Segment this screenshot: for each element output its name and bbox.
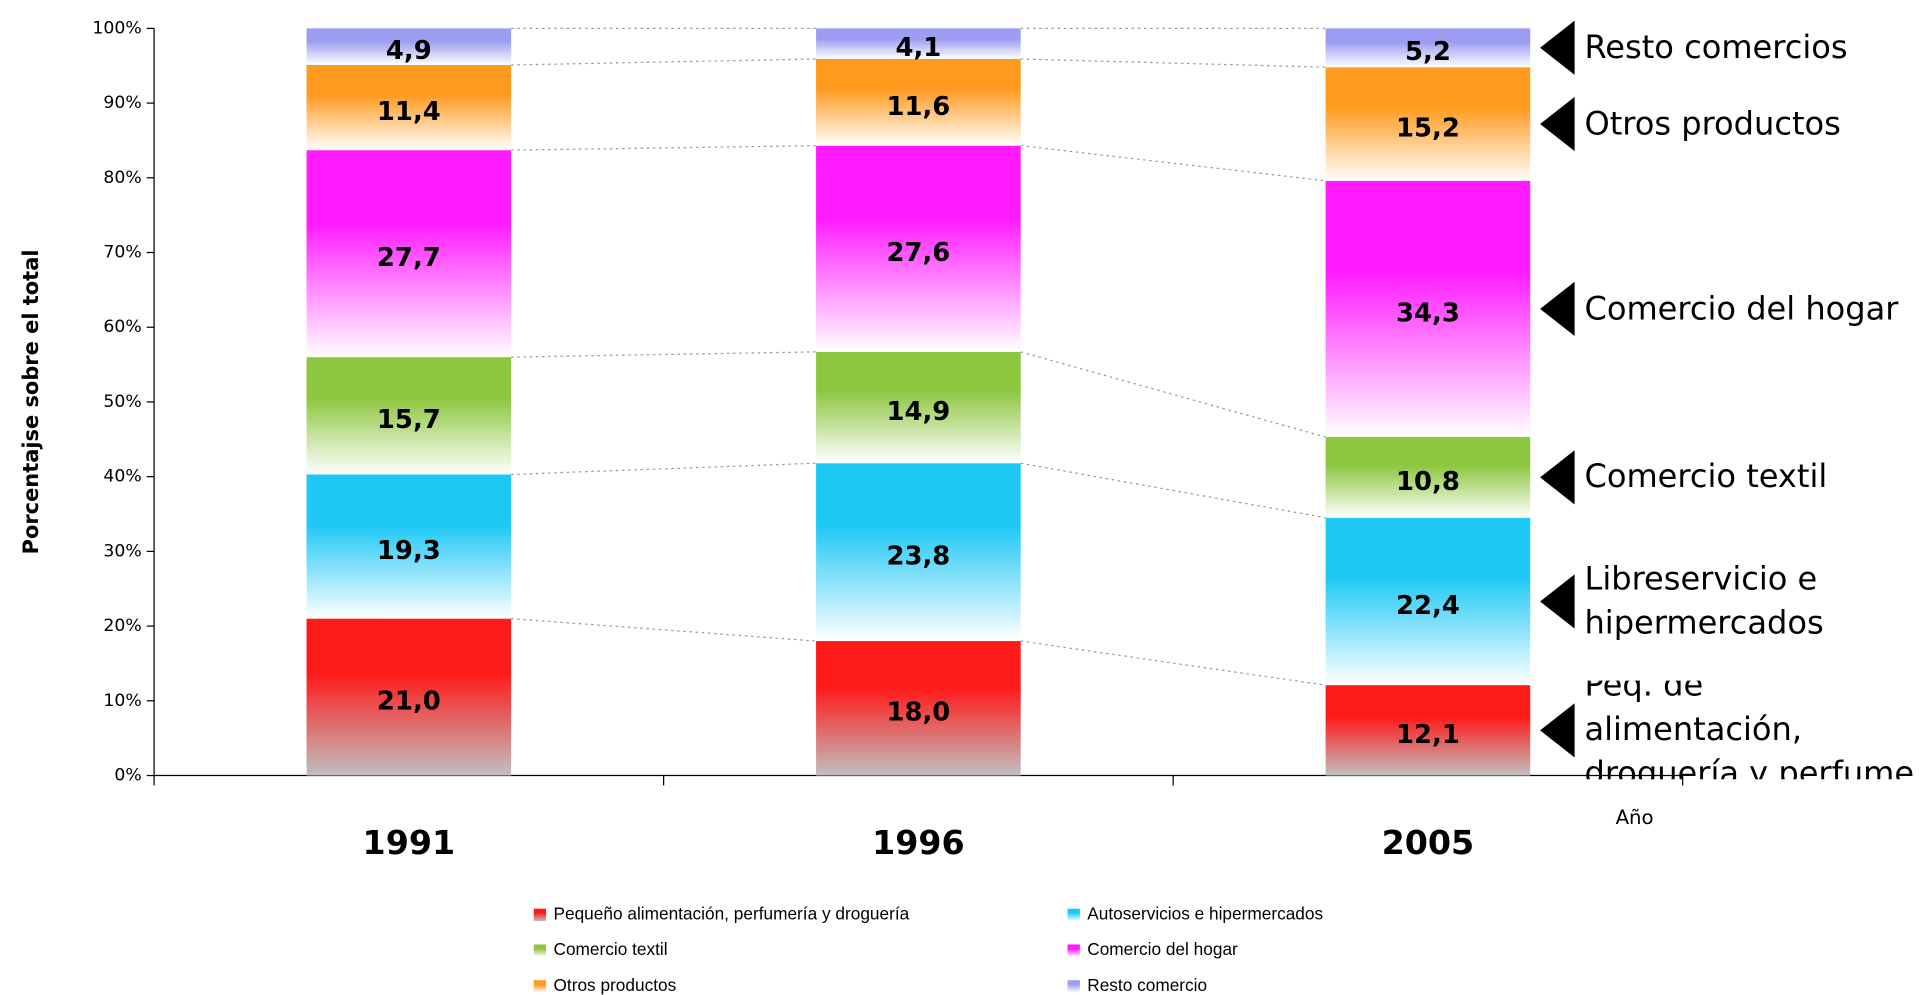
- y-tick-label: 60%: [103, 317, 141, 337]
- bar-segment: [1325, 437, 1531, 518]
- data-label: 27,6: [886, 238, 950, 268]
- y-tick-label: 50%: [103, 392, 141, 412]
- bar-segment: [306, 618, 512, 776]
- legend-swatch: [533, 908, 547, 922]
- bar-segment: [816, 463, 1021, 642]
- data-label: 11,6: [886, 92, 950, 122]
- data-label: 14,9: [886, 397, 950, 427]
- y-tick-label: 70%: [103, 243, 141, 263]
- connector: [1020, 58, 1326, 68]
- data-label: 19,3: [377, 536, 441, 566]
- connector: [1020, 351, 1326, 438]
- bar-segment: [816, 351, 1021, 464]
- legend-swatch: [533, 944, 547, 957]
- y-tick-label: 0%: [114, 766, 141, 786]
- y-tick-label: 10%: [103, 691, 141, 711]
- legend-swatch: [1067, 908, 1080, 922]
- y-tick-label: 30%: [103, 541, 141, 561]
- x-axis-label: Año: [1616, 806, 1654, 829]
- legend-label: Autoservicios e hipermercados: [1087, 903, 1323, 923]
- legend-swatch: [1067, 980, 1080, 993]
- y-tick-label: 100%: [92, 18, 141, 38]
- x-tick-label: 1991: [363, 823, 456, 862]
- bar-segment: [306, 474, 512, 619]
- connector: [1020, 462, 1326, 519]
- legend-label: Pequeño alimentación, perfumería y drogu…: [553, 903, 909, 923]
- data-label: 15,2: [1396, 113, 1460, 143]
- data-label: 23,8: [886, 542, 950, 572]
- bar-segment: [306, 64, 512, 151]
- annotation-box: Comercio del hogar: [1584, 290, 1899, 328]
- bar-segment: [306, 28, 512, 65]
- connector: [511, 58, 817, 66]
- legend-label: Comercio textil: [553, 939, 667, 959]
- data-label: 18,0: [886, 698, 950, 728]
- bar-segment: [1325, 180, 1531, 438]
- annotation-box: Otros productos: [1584, 105, 1841, 143]
- legend-label: Resto comercio: [1087, 975, 1207, 995]
- annotation-box: Comercio textil: [1584, 458, 1828, 496]
- y-tick-label: 20%: [103, 616, 141, 636]
- connector: [511, 618, 817, 642]
- data-label: 22,4: [1396, 591, 1460, 621]
- data-label: 4,1: [895, 33, 941, 63]
- bar-segment: [816, 58, 1021, 146]
- y-axis-label: Porcentajse sobre el total: [19, 249, 43, 554]
- annotation: Otros productos: [1584, 105, 1841, 143]
- legend-label: Otros productos: [553, 975, 676, 995]
- connector: [511, 462, 817, 476]
- connector: [1020, 640, 1326, 686]
- x-tick-label: 1996: [872, 823, 965, 862]
- data-label: 10,8: [1396, 467, 1460, 497]
- bar-segment: [816, 145, 1021, 352]
- bar-segment: [1325, 67, 1531, 181]
- x-tick-label: 2005: [1382, 823, 1475, 862]
- data-label: 15,7: [377, 405, 441, 435]
- annotation-box: Resto comercios: [1584, 29, 1848, 67]
- bar-segment: [1325, 685, 1531, 776]
- annotation-arrow: [1540, 96, 1575, 152]
- annotation: Comercio del hogar: [1584, 290, 1899, 328]
- connector: [511, 145, 817, 151]
- connector: [511, 351, 817, 358]
- annotation: Libreservicio e hipermercados: [1584, 560, 1824, 643]
- bar-segment: [816, 28, 1021, 59]
- y-tick-label: 80%: [103, 168, 141, 188]
- annotation-arrow: [1540, 574, 1575, 629]
- annotation: Peq. de alimentación, droguería y perfum…: [1584, 680, 1915, 780]
- annotation-arrow: [1540, 281, 1575, 337]
- y-tick-label: 90%: [103, 93, 141, 113]
- y-tick-label: 40%: [103, 467, 141, 487]
- data-label: 27,7: [377, 243, 441, 273]
- bar-segment: [816, 641, 1021, 776]
- bar-segment: [306, 150, 512, 358]
- legend-swatch: [1067, 944, 1080, 957]
- legend-swatch: [533, 980, 547, 993]
- annotation-arrow: [1540, 450, 1575, 505]
- data-label: 21,0: [377, 687, 441, 717]
- data-label: 5,2: [1405, 37, 1451, 67]
- connector: [1020, 145, 1326, 182]
- data-label: 4,9: [386, 36, 432, 66]
- annotation-arrow: [1540, 20, 1575, 75]
- legend-label: Comercio del hogar: [1087, 939, 1238, 959]
- data-label: 12,1: [1396, 720, 1460, 750]
- data-label: 34,3: [1396, 298, 1460, 328]
- bar-segment: [1325, 28, 1531, 68]
- annotation-box: Libreservicio e hipermercados: [1584, 560, 1824, 643]
- bar-segment: [306, 357, 512, 475]
- annotation-box: Peq. de alimentación, droguería y perfum…: [1584, 680, 1915, 780]
- annotation-arrow: [1540, 703, 1575, 758]
- annotation: Resto comercios: [1584, 29, 1848, 67]
- data-label: 11,4: [377, 97, 441, 127]
- annotation: Comercio textil: [1584, 458, 1828, 496]
- bar-segment: [1325, 517, 1531, 686]
